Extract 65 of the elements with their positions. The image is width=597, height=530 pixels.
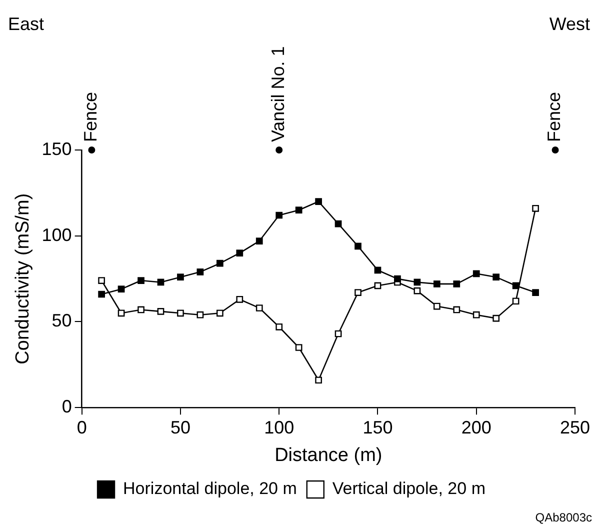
point — [472, 311, 480, 318]
point — [433, 302, 440, 310]
annotation: Vancil No. 1 — [268, 46, 288, 142]
point — [315, 376, 322, 384]
text: QAb8003c — [535, 510, 592, 524]
text: West — [549, 14, 590, 34]
point — [315, 198, 322, 205]
legend-label: Vertical dipole, 20 m — [332, 479, 486, 498]
y-tick-label: 150 — [42, 138, 72, 159]
y-tick-label: 100 — [42, 224, 72, 245]
point — [295, 206, 302, 214]
point — [472, 270, 480, 278]
point — [236, 250, 244, 256]
point — [334, 220, 342, 228]
x-tick-label: 0 — [76, 417, 87, 438]
point — [374, 266, 382, 274]
x-tick-label: 200 — [461, 417, 492, 438]
y-tick-label: 50 — [52, 310, 72, 331]
point — [532, 204, 539, 212]
point — [414, 287, 421, 294]
point — [453, 306, 460, 314]
point — [236, 296, 244, 303]
point — [492, 274, 500, 281]
point — [118, 286, 125, 293]
point — [138, 306, 144, 314]
annotation: Fence — [544, 92, 564, 142]
point — [492, 314, 500, 322]
point — [276, 212, 283, 219]
point — [532, 289, 539, 296]
point — [256, 304, 263, 312]
annotation: Fence — [80, 92, 101, 142]
x-tick-label: 250 — [560, 417, 590, 438]
legend-label: Horizontal dipole, 20 m — [123, 479, 297, 498]
x-tick-label: 50 — [170, 417, 190, 438]
text: East — [8, 14, 44, 34]
point — [433, 280, 440, 288]
point — [256, 238, 263, 244]
point — [216, 260, 224, 267]
point — [157, 278, 164, 286]
point — [394, 275, 401, 282]
point — [295, 344, 302, 351]
point — [453, 280, 460, 288]
point — [98, 290, 105, 298]
point — [414, 278, 421, 286]
point — [118, 310, 125, 317]
point — [177, 274, 184, 281]
point — [177, 310, 184, 317]
point — [276, 323, 283, 330]
x-axis-title: Distance (m) — [274, 444, 382, 466]
point — [98, 277, 105, 284]
x-tick-label: 100 — [264, 417, 294, 438]
point — [354, 289, 362, 296]
point — [138, 277, 144, 284]
point — [512, 298, 520, 305]
y-tick-label: 0 — [62, 396, 72, 417]
point — [334, 330, 342, 338]
point — [354, 242, 362, 250]
point — [216, 310, 224, 317]
point — [196, 268, 204, 276]
point — [374, 282, 382, 290]
point — [157, 308, 164, 315]
point — [512, 282, 520, 290]
x-tick-label: 150 — [362, 417, 393, 438]
point — [196, 311, 204, 318]
y-axis-title: Conductivity (mS/m) — [12, 193, 34, 364]
